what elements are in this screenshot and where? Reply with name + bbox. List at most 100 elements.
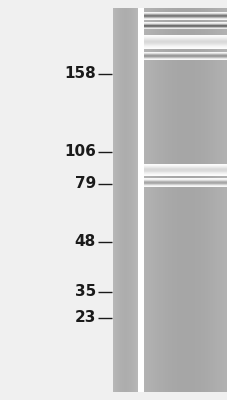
Bar <box>143 185 227 186</box>
Bar <box>143 28 227 29</box>
Bar <box>143 17 227 18</box>
Bar <box>143 16 227 17</box>
Bar <box>215 8 217 392</box>
Bar <box>213 8 215 392</box>
Bar <box>173 8 175 392</box>
Bar <box>151 8 153 392</box>
Bar <box>143 15 227 16</box>
Bar <box>185 8 186 392</box>
Bar <box>143 48 227 49</box>
Bar <box>147 8 148 392</box>
Bar <box>143 173 227 174</box>
Bar <box>160 8 161 392</box>
Bar <box>206 8 207 392</box>
Bar <box>143 184 227 185</box>
Bar <box>143 47 227 48</box>
Bar <box>129 8 130 392</box>
Bar <box>143 57 227 58</box>
Bar <box>143 42 227 43</box>
Bar <box>143 37 227 38</box>
Bar <box>143 19 227 20</box>
Bar <box>143 45 227 46</box>
Bar <box>171 8 173 392</box>
Bar <box>117 8 118 392</box>
Text: 35: 35 <box>74 284 95 300</box>
Bar <box>143 175 227 176</box>
Bar <box>143 17 227 18</box>
Bar <box>133 8 134 392</box>
Bar <box>149 8 151 392</box>
Bar <box>143 53 227 54</box>
Bar <box>143 18 227 19</box>
Bar <box>143 14 227 15</box>
Bar <box>143 164 227 165</box>
Bar <box>201 8 202 392</box>
Bar <box>173 8 174 392</box>
Bar <box>143 186 227 187</box>
Bar <box>143 58 227 59</box>
Bar <box>143 18 227 19</box>
Bar <box>143 181 227 182</box>
Bar <box>131 8 132 392</box>
Bar <box>143 167 227 168</box>
Bar <box>143 12 227 13</box>
Bar <box>161 8 162 392</box>
Bar <box>195 8 197 392</box>
Bar <box>209 8 210 392</box>
Bar <box>157 8 158 392</box>
Bar <box>143 59 227 60</box>
Bar <box>127 8 128 392</box>
Bar <box>202 8 203 392</box>
Bar <box>143 182 227 183</box>
Bar <box>118 8 119 392</box>
Bar <box>136 8 137 392</box>
Text: 106: 106 <box>64 144 95 160</box>
Bar <box>155 8 156 392</box>
Bar <box>179 8 180 392</box>
Bar <box>197 8 198 392</box>
Bar <box>126 8 127 392</box>
Bar <box>132 8 133 392</box>
Bar <box>127 8 128 392</box>
Bar <box>148 8 150 392</box>
Bar <box>122 8 123 392</box>
Bar <box>143 34 227 36</box>
Bar <box>116 8 117 392</box>
Bar <box>143 37 227 38</box>
Bar <box>143 41 227 42</box>
Bar <box>143 56 227 57</box>
Bar <box>143 15 227 16</box>
Bar <box>217 8 218 392</box>
Bar <box>125 8 126 392</box>
Bar <box>112 8 113 392</box>
Bar <box>143 18 227 19</box>
Bar <box>120 8 121 392</box>
Bar <box>143 41 227 42</box>
Bar <box>143 54 227 55</box>
Bar <box>134 8 135 392</box>
Bar <box>143 40 227 41</box>
Bar <box>191 8 192 392</box>
Bar <box>143 169 227 170</box>
Bar <box>143 55 227 56</box>
Bar <box>219 8 220 392</box>
Bar <box>187 8 188 392</box>
Bar <box>143 57 227 58</box>
Text: 158: 158 <box>64 66 95 82</box>
Bar <box>143 36 227 37</box>
Bar <box>143 174 227 175</box>
Bar <box>137 8 143 392</box>
Bar <box>143 169 227 170</box>
Bar <box>131 8 132 392</box>
Bar <box>153 8 155 392</box>
Bar <box>182 8 183 392</box>
Bar <box>143 165 227 166</box>
Bar <box>143 183 227 184</box>
Bar <box>143 24 227 25</box>
Bar <box>192 8 194 392</box>
Bar <box>143 44 227 45</box>
Bar <box>143 23 227 24</box>
Bar <box>143 185 227 186</box>
Bar <box>177 8 178 392</box>
Bar <box>123 8 124 392</box>
